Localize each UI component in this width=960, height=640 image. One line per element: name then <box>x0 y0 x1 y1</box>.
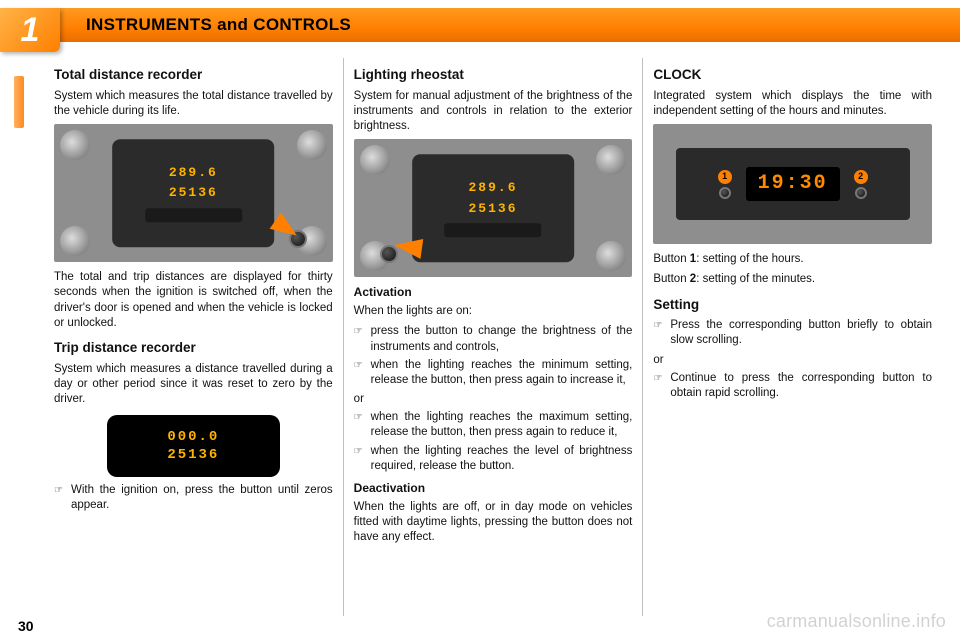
trip-line2: 25136 <box>167 446 219 464</box>
trip-line1: 000.0 <box>167 428 219 446</box>
clock-hour-button-icon <box>719 187 731 199</box>
col2-bullets-a: press the button to change the brightnes… <box>354 324 633 388</box>
vent-icon <box>60 130 90 160</box>
odometer-total: 25136 <box>468 200 517 217</box>
odometer-total: 25136 <box>169 185 218 202</box>
col2-when-on: When the lights are on: <box>354 304 633 319</box>
col2-bullet-4: when the lighting reaches the level of b… <box>371 444 633 474</box>
odometer-panel: 289.6 25136 <box>113 139 275 247</box>
col2-bullets-b: when the lighting reaches the maximum se… <box>354 410 633 474</box>
trip-display-figure: 000.0 25136 <box>107 415 280 477</box>
col2-sub-activation: Activation <box>354 285 633 301</box>
col3-heading-setting: Setting <box>653 296 932 314</box>
clock-time: 19:30 <box>746 167 840 201</box>
col3-or: or <box>653 353 932 368</box>
column-1: Total distance recorder System which mea… <box>44 58 343 616</box>
col3-caption-2: Button 2: setting of the minutes. <box>653 272 932 287</box>
panel-slab <box>445 223 542 237</box>
content-columns: Total distance recorder System which mea… <box>44 58 942 616</box>
chapter-number: 1 <box>21 11 40 50</box>
rheostat-figure: 289.6 25136 <box>354 139 633 277</box>
col2-bullet-2: when the lighting reaches the minimum se… <box>371 358 633 388</box>
odometer-trip: 289.6 <box>169 165 218 182</box>
col3-heading: CLOCK <box>653 66 932 84</box>
col2-sub-deactivation: Deactivation <box>354 481 633 497</box>
col3-caption-1: Button 1: setting of the hours. <box>653 252 932 267</box>
side-tab <box>14 76 24 128</box>
col3-bullets-b: Continue to press the corresponding butt… <box>653 371 932 401</box>
clock-button-2: 2 <box>854 170 868 199</box>
col3-bullets-a: Press the corresponding button briefly t… <box>653 318 932 348</box>
odometer-trip: 289.6 <box>468 180 517 197</box>
vent-icon <box>596 241 626 271</box>
col2-deact-text: When the lights are off, or in day mode … <box>354 500 633 546</box>
column-2: Lighting rheostat System for manual adju… <box>343 58 643 616</box>
panel-slab <box>145 208 242 222</box>
col3-intro: Integrated system which displays the tim… <box>653 89 932 119</box>
col1-intro: System which measures the total distance… <box>54 89 333 119</box>
col1-heading-trip: Trip distance recorder <box>54 339 333 357</box>
col2-heading: Lighting rheostat <box>354 66 633 84</box>
odometer-panel: 289.6 25136 <box>412 155 574 263</box>
header-title: INSTRUMENTS and CONTROLS <box>86 15 351 35</box>
col1-bullets: With the ignition on, press the button u… <box>54 483 333 513</box>
chapter-badge: 1 <box>0 8 60 52</box>
clock-panel: 1 19:30 2 <box>676 148 910 220</box>
manual-page: 1 INSTRUMENTS and CONTROLS Total distanc… <box>0 0 960 640</box>
col2-intro: System for manual adjustment of the brig… <box>354 89 633 135</box>
clock-minute-button-icon <box>855 187 867 199</box>
header-bar: 1 INSTRUMENTS and CONTROLS <box>0 8 960 42</box>
col2-or: or <box>354 392 633 407</box>
col1-trip-intro: System which measures a distance travell… <box>54 362 333 408</box>
vent-icon <box>360 145 390 175</box>
arrow-icon <box>392 235 423 259</box>
watermark: carmanualsonline.info <box>767 611 946 632</box>
clock-callout-2: 2 <box>854 170 868 184</box>
vent-icon <box>596 145 626 175</box>
clock-callout-1: 1 <box>718 170 732 184</box>
col3-bullet-1: Press the corresponding button briefly t… <box>670 318 932 348</box>
vent-icon <box>60 226 90 256</box>
col3-bullet-2: Continue to press the corresponding butt… <box>670 371 932 401</box>
col1-note: The total and trip distances are display… <box>54 270 333 331</box>
clock-figure: 1 19:30 2 <box>653 124 932 244</box>
clock-button-1: 1 <box>718 170 732 199</box>
col1-bullet-1: With the ignition on, press the button u… <box>71 483 333 513</box>
col2-bullet-3: when the lighting reaches the maximum se… <box>371 410 633 440</box>
total-distance-figure: 289.6 25136 <box>54 124 333 262</box>
page-number: 30 <box>18 618 34 634</box>
col2-bullet-1: press the button to change the brightnes… <box>371 324 633 354</box>
col1-heading-total: Total distance recorder <box>54 66 333 84</box>
column-3: CLOCK Integrated system which displays t… <box>642 58 942 616</box>
vent-icon <box>297 130 327 160</box>
